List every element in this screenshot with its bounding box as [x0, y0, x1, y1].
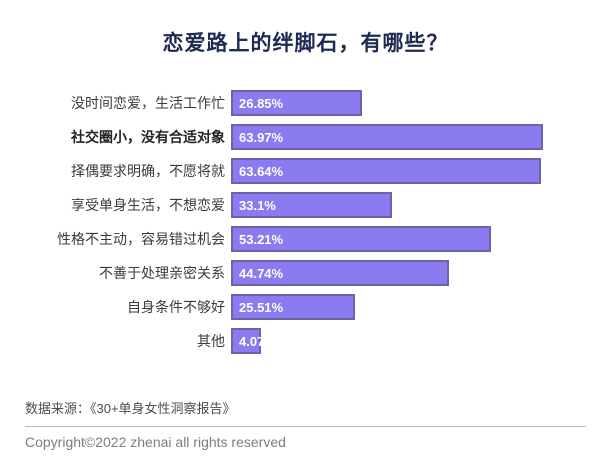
horizontal-bar-chart: 没时间恋爱，生活工作忙 26.85% 社交圈小，没有合适对象 63.97% 择偶要求明确… [25, 90, 586, 354]
bar: 4.07% [231, 328, 276, 354]
bar: 63.64% [231, 158, 542, 184]
bar-track: 25.51% [231, 294, 548, 320]
category-label: 其他 [197, 333, 225, 349]
bar-row: 性格不主动，容易错过机会 53.21% [25, 226, 586, 252]
bar: 33.1% [231, 192, 393, 218]
bar-row: 择偶要求明确，不愿将就 63.64% [25, 158, 586, 184]
bar-track: 63.64% [231, 158, 548, 184]
bar-track: 4.07% [231, 328, 548, 354]
category-label: 性格不主动，容易错过机会 [57, 231, 225, 247]
value-label: 25.51% [239, 299, 284, 315]
category-label: 自身条件不够好 [127, 299, 225, 315]
category-label: 择偶要求明确，不愿将就 [71, 163, 225, 179]
bar-track: 26.85% [231, 90, 548, 116]
value-label: 44.74% [239, 265, 284, 281]
bar-track: 44.74% [231, 260, 548, 286]
bar: 53.21% [231, 226, 491, 252]
value-label: 53.21% [239, 231, 284, 247]
bar: 63.97% [231, 124, 543, 150]
bar-row: 其他 4.07% [25, 328, 586, 354]
bar-row: 不善于处理亲密关系 44.74% [25, 260, 586, 286]
copyright-text: Copyright©2022 zhenai all rights reserve… [25, 434, 286, 450]
bar-track: 63.97% [231, 124, 548, 150]
value-label: 4.07% [239, 333, 276, 349]
bar-track: 33.1% [231, 192, 548, 218]
value-label: 26.85% [239, 95, 284, 111]
category-label: 享受单身生活，不想恋爱 [71, 197, 225, 213]
category-label: 不善于处理亲密关系 [99, 265, 225, 281]
value-label: 63.64% [239, 163, 284, 179]
bar: 25.51% [231, 294, 356, 320]
bar-row: 享受单身生活，不想恋爱 33.1% [25, 192, 586, 218]
value-label: 63.97% [239, 129, 284, 145]
chart-title: 恋爱路上的绊脚石，有哪些？ [162, 32, 449, 55]
bar-row: 没时间恋爱，生活工作忙 26.85% [25, 90, 586, 116]
category-label: 社交圈小，没有合适对象 [71, 129, 225, 145]
value-label: 33.1% [239, 197, 276, 213]
bar-row: 自身条件不够好 25.51% [25, 294, 586, 320]
data-source-note: 数据来源：《30+单身女性洞察报告》 [25, 401, 236, 416]
category-label: 没时间恋爱，生活工作忙 [71, 95, 225, 111]
bar: 44.74% [231, 260, 450, 286]
bar-track: 53.21% [231, 226, 548, 252]
bar: 26.85% [231, 90, 362, 116]
footer-divider [25, 426, 586, 427]
bar-row: 社交圈小，没有合适对象 63.97% [25, 124, 586, 150]
